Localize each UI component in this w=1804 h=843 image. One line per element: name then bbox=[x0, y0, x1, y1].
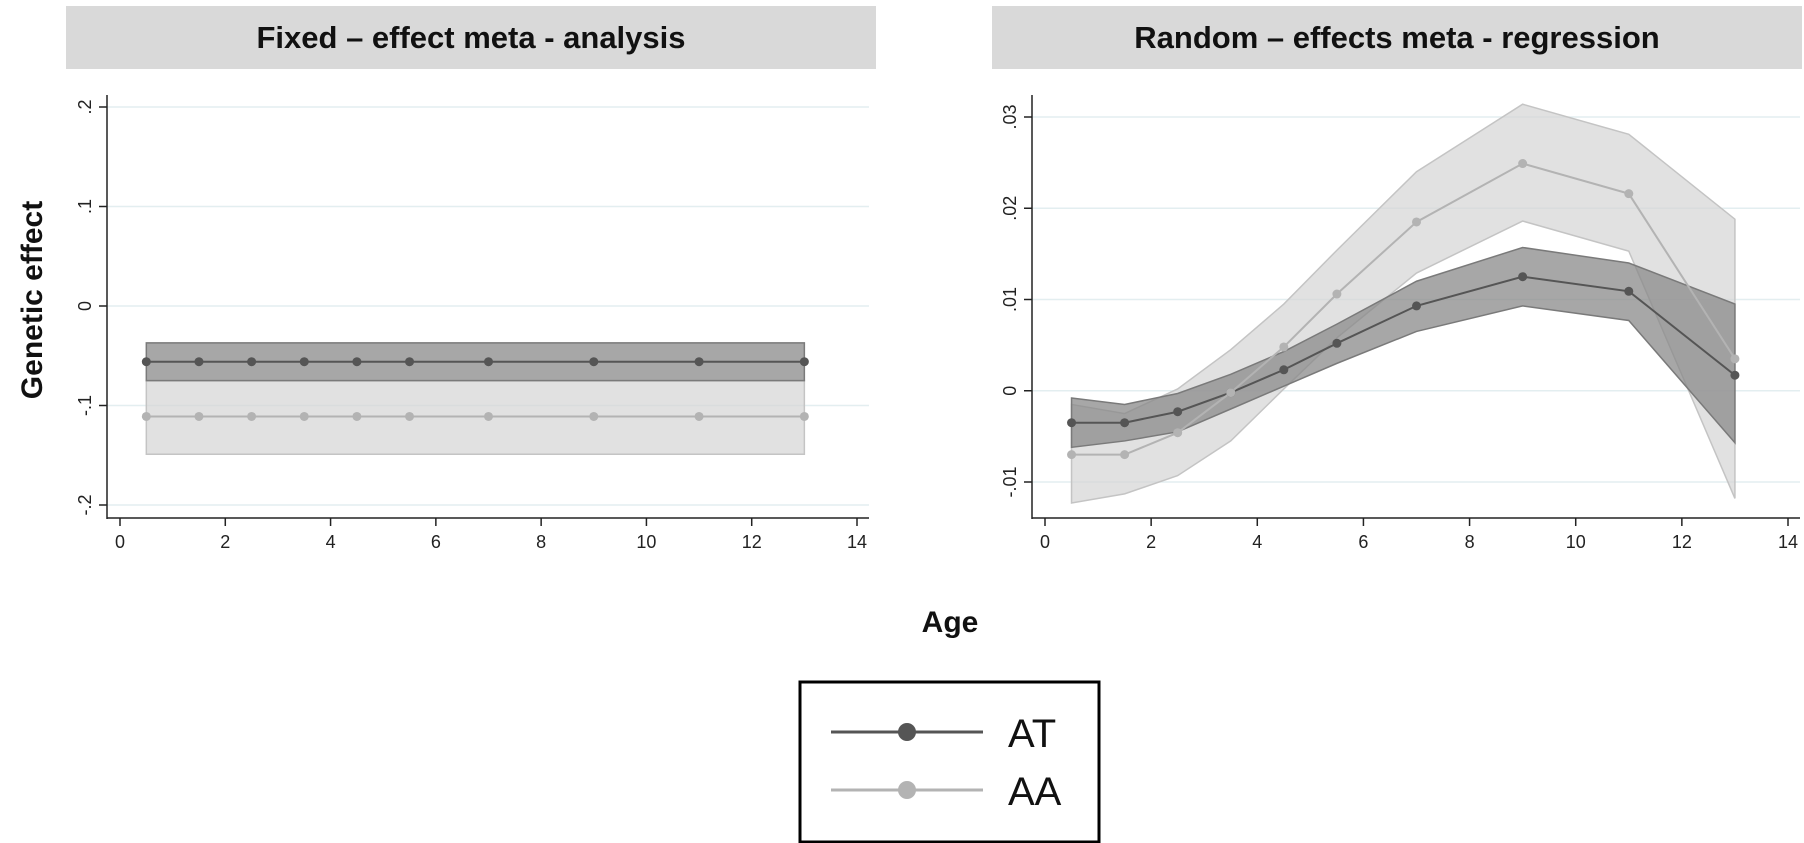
series-line-aa bbox=[1071, 162, 1736, 456]
data-point-at bbox=[1332, 338, 1342, 348]
data-point-at bbox=[299, 357, 309, 367]
x-tick-label: 6 bbox=[1358, 532, 1368, 552]
data-point-aa bbox=[799, 411, 809, 421]
data-point-at bbox=[1067, 418, 1077, 428]
x-tick-label: 12 bbox=[1672, 532, 1692, 552]
series-points bbox=[1067, 159, 1740, 460]
data-point-aa bbox=[1173, 428, 1183, 438]
data-point-at bbox=[484, 357, 493, 367]
x-axis-title: Age bbox=[922, 606, 979, 639]
data-point-at bbox=[694, 357, 704, 367]
y-tick-label: -.01 bbox=[1000, 466, 1020, 497]
ci-band-at bbox=[1070, 246, 1736, 449]
y-tick-label: -.2 bbox=[75, 494, 95, 515]
y-tick-label: .01 bbox=[1000, 287, 1020, 312]
data-point-aa bbox=[1067, 450, 1077, 460]
data-point-aa bbox=[299, 411, 309, 421]
panel-fixed-effect: Fixed – effect meta - analysis 0 2 4 6 8 10 12… bbox=[66, 6, 876, 552]
x-tick-label: 2 bbox=[1146, 532, 1156, 552]
y-tick-label: -.1 bbox=[75, 395, 95, 416]
data-point-at bbox=[799, 357, 809, 367]
x-tick-label: 0 bbox=[1040, 532, 1050, 552]
x-tick-label: 10 bbox=[636, 532, 656, 552]
data-point-aa bbox=[405, 411, 415, 421]
x-tick-label: 8 bbox=[1465, 532, 1475, 552]
data-point-aa bbox=[1120, 450, 1130, 460]
data-point-aa bbox=[194, 411, 204, 421]
legend-box bbox=[798, 680, 1101, 843]
x-tick-label: 14 bbox=[1778, 532, 1798, 552]
panel-title: Random – effects meta - regression bbox=[1134, 20, 1659, 55]
series-line-at bbox=[1071, 275, 1736, 424]
data-point-at bbox=[1173, 407, 1183, 417]
data-point-at bbox=[1120, 418, 1130, 428]
y-tick-label: .02 bbox=[1000, 196, 1020, 221]
y-tick-label: .03 bbox=[1000, 104, 1020, 129]
data-point-at bbox=[247, 357, 257, 367]
series-points bbox=[141, 357, 809, 421]
data-point-aa bbox=[352, 411, 362, 421]
series-lines bbox=[146, 360, 805, 418]
panel-title-strip bbox=[992, 6, 1802, 69]
y-tick-label: 0 bbox=[1000, 386, 1020, 396]
data-point-aa bbox=[484, 411, 493, 421]
x-tick-label: 14 bbox=[847, 532, 867, 552]
axes: 0 2 4 6 8 10 12 14 -.01 0 .01 .02 .03 bbox=[1000, 95, 1800, 552]
y-tick-label: .1 bbox=[75, 199, 95, 214]
data-point-at bbox=[1624, 286, 1634, 296]
panel-title-strip bbox=[66, 6, 876, 69]
data-point-aa bbox=[1518, 159, 1528, 169]
y-tick-label: .2 bbox=[75, 99, 95, 114]
series-lines bbox=[1071, 162, 1736, 456]
data-point-at bbox=[1279, 365, 1289, 375]
x-tick-label: 4 bbox=[1252, 532, 1262, 552]
ci-bands bbox=[145, 342, 806, 456]
data-point-at bbox=[1730, 370, 1740, 380]
data-point-at bbox=[1412, 301, 1421, 311]
x-tick-label: 0 bbox=[115, 532, 125, 552]
axes: 0 2 4 6 8 10 12 14 -.2 -.1 0 .1 .2 bbox=[75, 95, 869, 552]
data-point-aa bbox=[1412, 217, 1421, 227]
legend: AT AA bbox=[798, 680, 1101, 843]
data-point-at bbox=[589, 357, 599, 367]
data-point-at bbox=[194, 357, 204, 367]
x-tick-label: 10 bbox=[1566, 532, 1586, 552]
data-point-at bbox=[141, 357, 151, 367]
x-tick-label: 12 bbox=[742, 532, 762, 552]
data-point-aa bbox=[1279, 342, 1289, 352]
data-point-at bbox=[405, 357, 415, 367]
ci-bands bbox=[1070, 103, 1736, 504]
data-point-aa bbox=[1332, 289, 1342, 299]
data-point-aa bbox=[1730, 354, 1740, 364]
legend-marker-aa bbox=[898, 781, 916, 799]
data-point-aa bbox=[589, 411, 599, 421]
legend-marker-at bbox=[898, 723, 916, 741]
y-axis-title: Genetic effect bbox=[16, 201, 49, 399]
legend-label-at: AT bbox=[1008, 712, 1056, 756]
x-tick-label: 4 bbox=[326, 532, 336, 552]
panel-title: Fixed – effect meta - analysis bbox=[256, 20, 685, 55]
legend-label-aa: AA bbox=[1008, 770, 1062, 814]
data-point-aa bbox=[141, 411, 151, 421]
x-tick-label: 8 bbox=[536, 532, 546, 552]
data-point-aa bbox=[247, 411, 257, 421]
data-point-at bbox=[352, 357, 362, 367]
y-tick-label: 0 bbox=[75, 301, 95, 311]
data-point-aa bbox=[1624, 189, 1634, 199]
x-tick-label: 6 bbox=[431, 532, 441, 552]
data-point-aa bbox=[694, 411, 704, 421]
x-tick-label: 2 bbox=[220, 532, 230, 552]
panel-random-effects: Random – effects meta - regression 0 2 4 6 8… bbox=[992, 6, 1802, 552]
data-point-at bbox=[1518, 272, 1528, 282]
data-point-aa bbox=[1226, 388, 1236, 398]
